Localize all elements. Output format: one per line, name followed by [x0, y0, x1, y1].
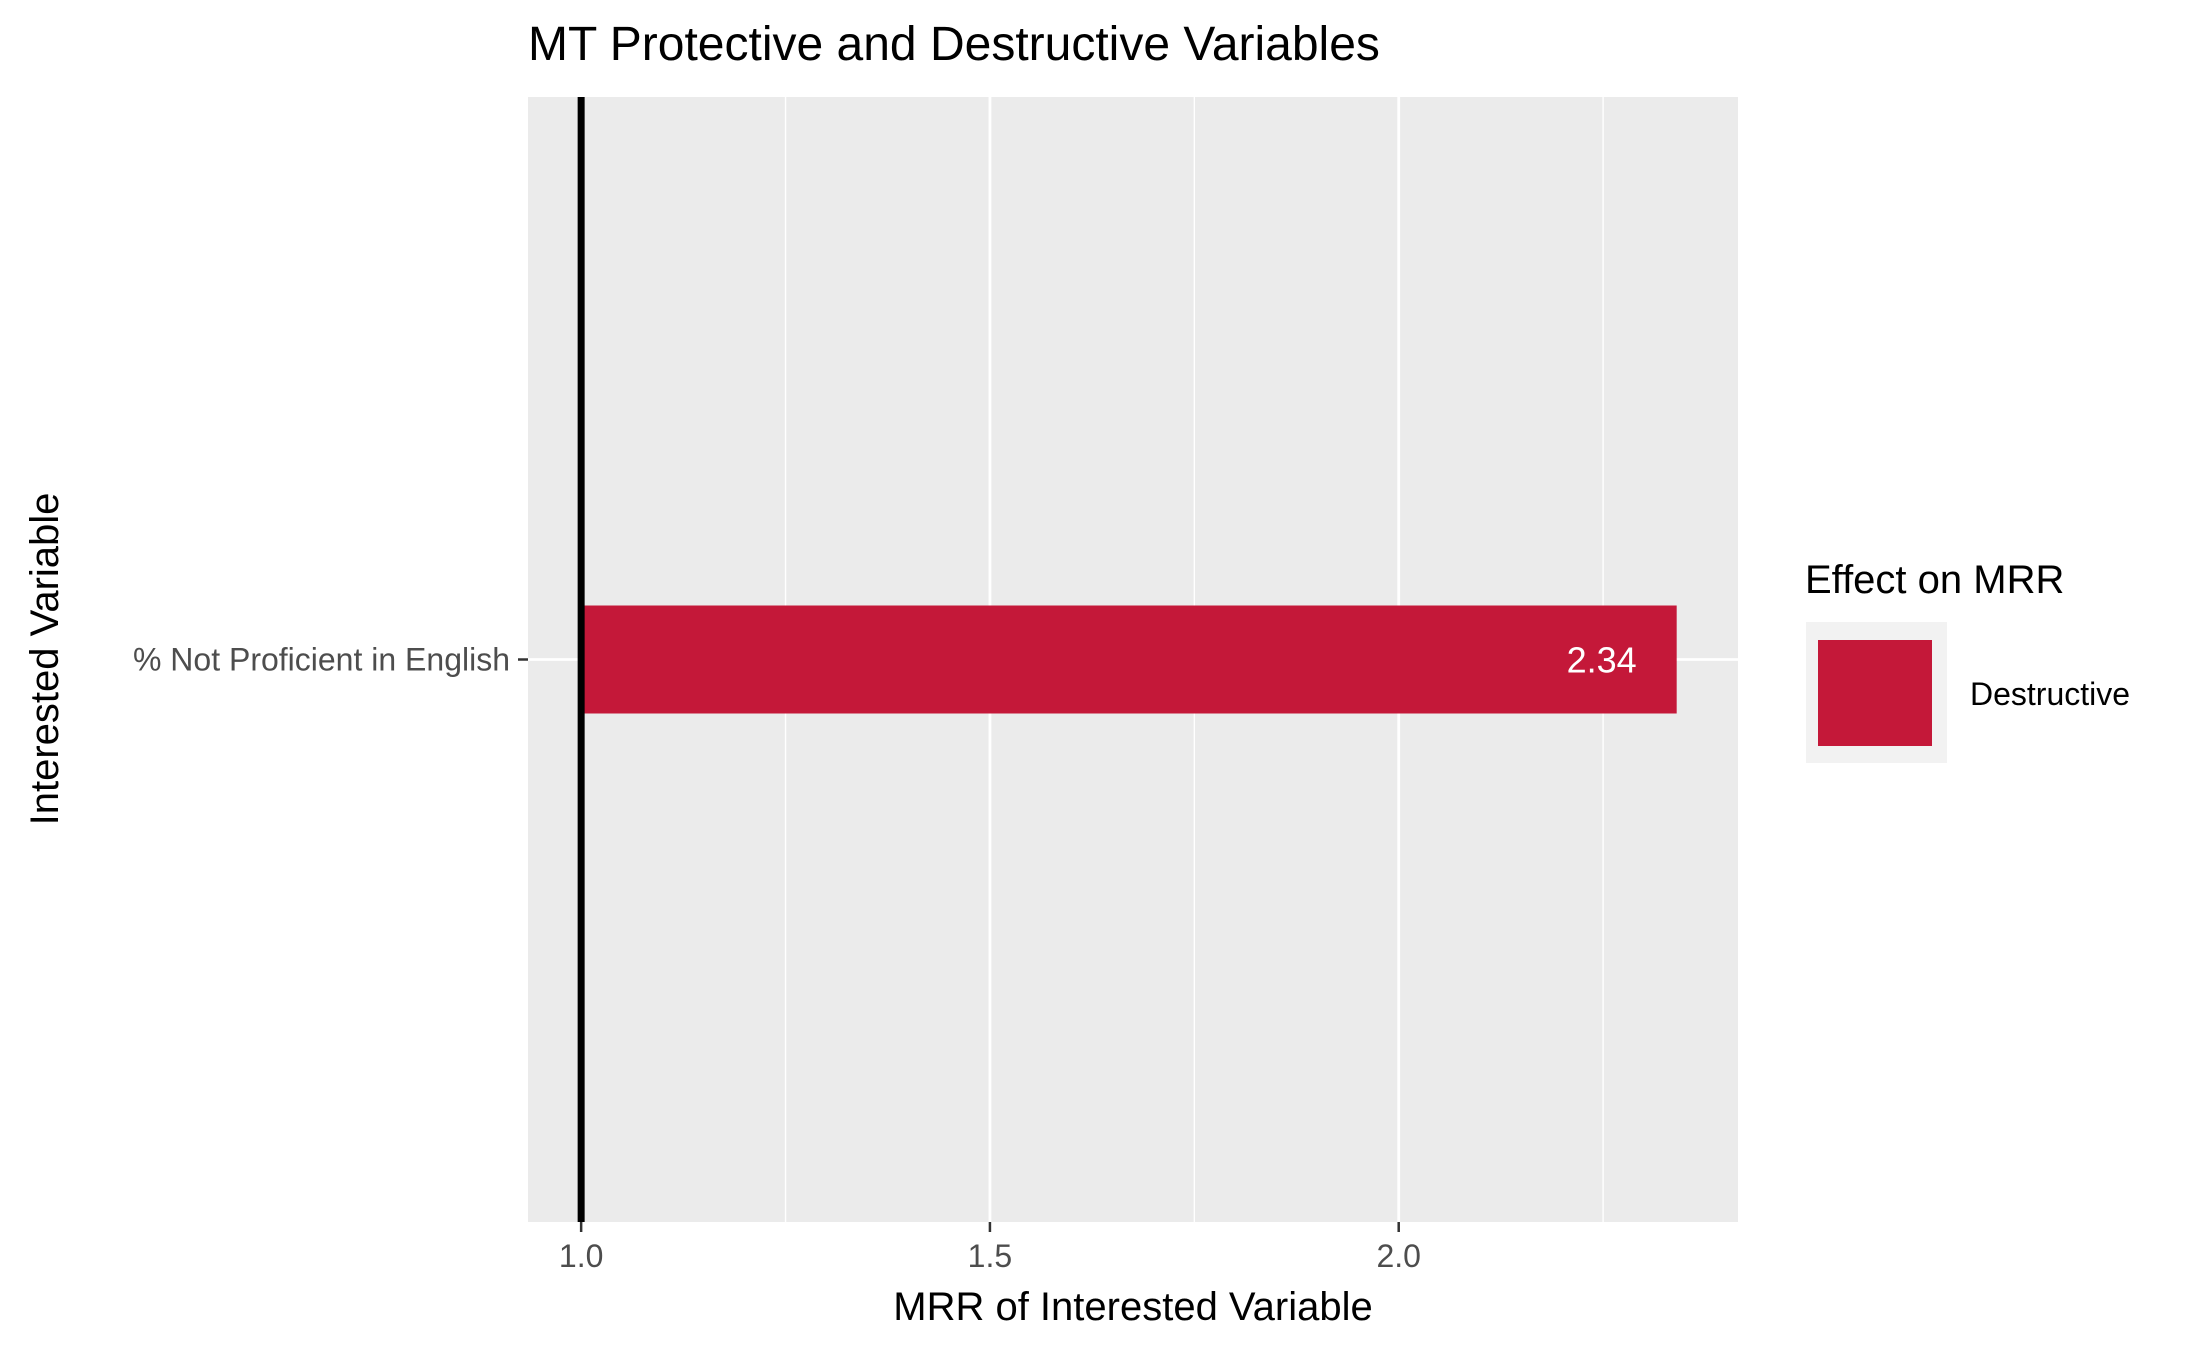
- legend-label-destructive: Destructive: [1970, 676, 2130, 712]
- y-axis-ticks: % Not Proficient in English: [133, 642, 528, 678]
- legend-swatch-destructive: [1818, 640, 1932, 746]
- legend: Effect on MRR Destructive: [1805, 558, 2130, 763]
- x-axis-ticks: 1.0 1.5 2.0: [559, 1222, 1421, 1274]
- bar-destructive-0: [581, 605, 1677, 714]
- x-axis-title: MRR of Interested Variable: [893, 1285, 1372, 1329]
- bars: [581, 605, 1677, 714]
- y-tick-label-0: % Not Proficient in English: [133, 642, 510, 678]
- y-axis-title: Interested Variable: [23, 493, 67, 826]
- chart-title: MT Protective and Destructive Variables: [528, 18, 1380, 71]
- legend-title: Effect on MRR: [1805, 558, 2064, 602]
- x-tick-label-2: 2.0: [1376, 1238, 1420, 1274]
- x-tick-label-1: 1.5: [968, 1238, 1012, 1274]
- x-tick-label-0: 1.0: [559, 1238, 603, 1274]
- data-label-0: 2.34: [1567, 640, 1637, 681]
- data-labels: 2.34: [1567, 640, 1637, 681]
